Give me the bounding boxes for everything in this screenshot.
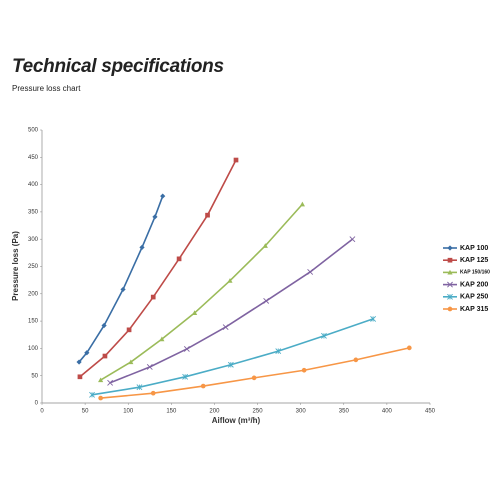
marker (227, 278, 233, 283)
marker (183, 346, 190, 352)
x-tick-label: 250 (253, 409, 264, 415)
marker (84, 350, 90, 356)
y-tick-label: 0 (35, 401, 39, 407)
marker (447, 306, 453, 312)
marker (146, 364, 153, 370)
marker (262, 243, 268, 248)
y-tick-label: 400 (28, 182, 39, 188)
marker (150, 390, 156, 396)
marker (77, 374, 83, 380)
marker (370, 315, 377, 322)
legend-label: KAP 250 (460, 294, 488, 301)
y-tick-label: 200 (28, 291, 39, 297)
marker (107, 379, 114, 386)
series-line (109, 238, 353, 384)
legend-label: KAP 200 (460, 281, 488, 288)
marker (447, 281, 453, 288)
marker (200, 383, 206, 389)
y-tick-label: 250 (28, 264, 39, 270)
marker (251, 375, 257, 381)
marker (222, 324, 229, 331)
marker (101, 322, 107, 329)
legend-label: KAP 150/160 (460, 270, 490, 276)
marker (136, 384, 143, 391)
x-tick-label: 350 (339, 409, 350, 415)
marker (447, 293, 453, 300)
y-axis-label: Pressure loss (Pa) (11, 231, 20, 301)
marker (353, 357, 359, 363)
marker (447, 269, 453, 275)
legend-label: KAP 315 (460, 306, 488, 313)
marker (263, 297, 270, 304)
marker (98, 377, 104, 383)
marker (233, 157, 239, 163)
series-line (78, 195, 164, 363)
x-tick-label: 450 (425, 409, 436, 415)
x-tick-label: 100 (123, 409, 134, 415)
x-axis-label: Aiflow (m³/h) (212, 416, 261, 425)
marker (349, 236, 356, 243)
x-tick-label: 0 (40, 409, 44, 415)
x-tick-label: 50 (82, 409, 89, 415)
marker (299, 201, 305, 207)
y-tick-label: 100 (28, 346, 39, 352)
marker (205, 212, 210, 218)
marker (447, 245, 453, 251)
marker (182, 373, 189, 380)
marker (447, 257, 453, 263)
legend-label: KAP 125 (460, 257, 488, 264)
y-tick-label: 150 (28, 319, 39, 325)
marker (98, 395, 103, 401)
marker (160, 193, 166, 199)
y-tick-label: 50 (31, 373, 38, 379)
marker (102, 353, 108, 359)
y-tick-label: 450 (28, 155, 39, 161)
x-tick-label: 200 (209, 409, 220, 415)
x-tick-label: 300 (296, 409, 307, 415)
series-line (79, 159, 237, 378)
page-title: Technical specifications (12, 56, 224, 77)
marker (150, 294, 156, 300)
marker (120, 286, 126, 293)
marker (227, 361, 234, 368)
marker (76, 359, 82, 365)
marker (89, 391, 95, 398)
marker (152, 214, 158, 220)
marker (192, 310, 198, 315)
y-tick-label: 300 (28, 237, 39, 243)
marker (321, 332, 327, 339)
marker (301, 367, 307, 373)
series-line (91, 318, 374, 396)
marker (275, 348, 282, 355)
x-tick-label: 150 (166, 409, 177, 415)
marker (159, 336, 165, 342)
legend-label: KAP 100 (460, 245, 488, 252)
marker (176, 256, 182, 262)
marker (139, 244, 145, 250)
marker (406, 345, 412, 351)
marker (126, 327, 132, 333)
y-tick-label: 350 (28, 209, 39, 215)
x-tick-label: 400 (382, 409, 393, 415)
marker (128, 359, 134, 365)
page-subtitle: Pressure loss chart (12, 84, 81, 93)
series-line (100, 347, 410, 399)
marker (307, 269, 314, 275)
y-tick-label: 500 (28, 128, 39, 134)
